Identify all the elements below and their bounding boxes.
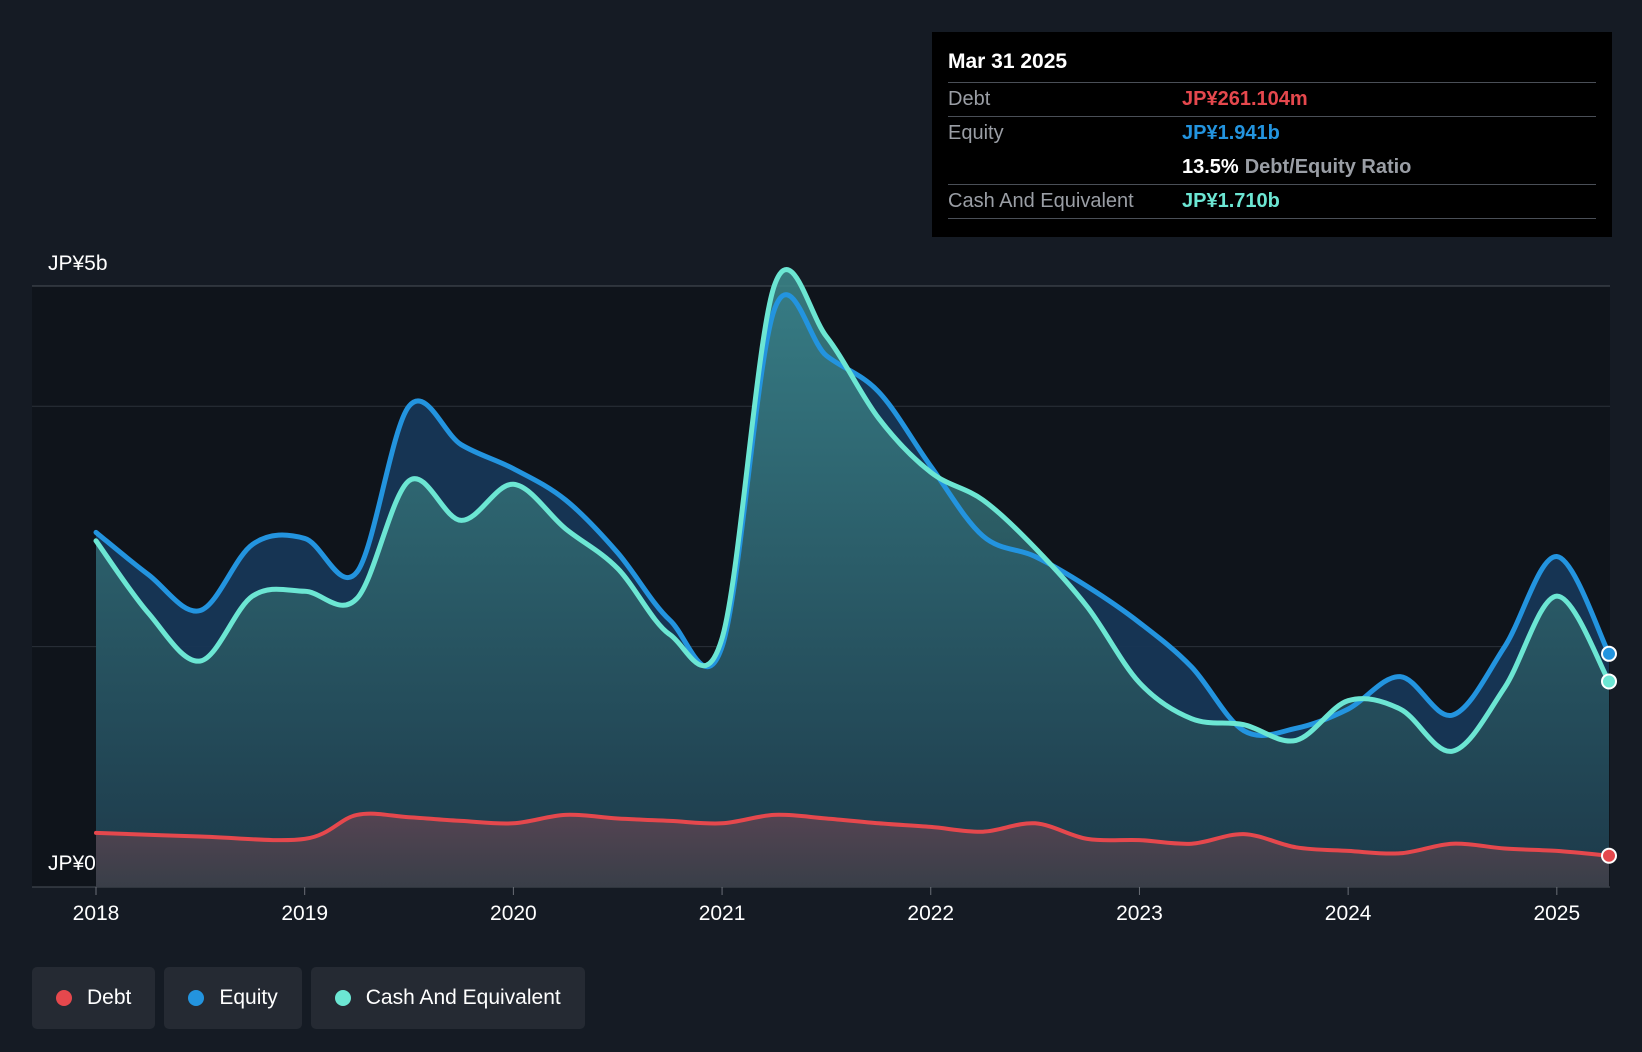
y-axis-labels: JP¥5b JP¥0 — [48, 252, 108, 875]
area-debt — [96, 813, 1609, 887]
x-tick-label: 2021 — [699, 902, 746, 925]
endpoint-debt — [1601, 847, 1617, 864]
x-tick-label: 2025 — [1533, 902, 1580, 925]
tooltip-ratio-label: Debt/Equity Ratio — [1244, 156, 1412, 178]
legend-dot-equity-icon — [188, 990, 205, 1006]
tooltip-date: Mar 31 2025 — [948, 50, 1068, 73]
y-label-top: JP¥5b — [48, 252, 108, 275]
x-tick-label: 2023 — [1116, 902, 1163, 925]
legend-item-debt[interactable]: Debt — [32, 967, 156, 1029]
tooltip-row-cash: Cash And Equivalent JP¥1.710b — [948, 184, 1596, 219]
tooltip-equity-value: JP¥1.941b — [1182, 122, 1280, 144]
series-areas — [96, 269, 1609, 888]
endpoint-equity — [1601, 645, 1617, 662]
x-tick-label: 2024 — [1325, 902, 1372, 925]
tooltip-row-ratio: 13.5% Debt/Equity Ratio — [948, 150, 1596, 184]
tooltip-cash-value: JP¥1.710b — [1182, 190, 1280, 212]
tooltip-ratio-value: 13.5% — [1182, 156, 1239, 178]
x-tick-label: 2022 — [907, 902, 954, 925]
x-tick-label: 2019 — [281, 902, 328, 925]
line-debt — [94, 811, 1611, 858]
x-tick-label: 2018 — [73, 902, 120, 925]
y-label-zero: JP¥0 — [48, 852, 96, 875]
legend-item-cash[interactable]: Cash And Equivalent — [310, 967, 585, 1029]
legend-dot-cash-icon — [334, 990, 351, 1006]
legend-label-equity: Equity — [219, 986, 278, 1009]
tooltip-debt-label: Debt — [948, 88, 991, 110]
line-cash-and-equivalent — [93, 267, 1612, 754]
tooltip-panel: Mar 31 2025 Debt JP¥261.104m Equity JP¥1… — [932, 32, 1612, 237]
tooltip-debt-value: JP¥261.104m — [1182, 88, 1308, 110]
series-endpoints — [1601, 645, 1617, 864]
legend-dot-debt-icon — [56, 990, 72, 1006]
area-cash-and-equivalent — [96, 269, 1609, 887]
tooltip-row-equity: Equity JP¥1.941b — [948, 116, 1596, 150]
legend: Debt Equity Cash And Equivalent — [32, 967, 585, 1029]
tooltip-row-debt: Debt JP¥261.104m — [948, 82, 1596, 116]
endpoint-cash-and-equivalent — [1601, 673, 1617, 690]
legend-item-equity[interactable]: Equity — [164, 967, 302, 1029]
x-tick-label: 2020 — [490, 902, 537, 925]
series-lines — [93, 267, 1612, 858]
tooltip-equity-label: Equity — [948, 122, 1004, 144]
tooltip-cash-label: Cash And Equivalent — [948, 190, 1134, 212]
legend-label-cash: Cash And Equivalent — [365, 986, 561, 1009]
legend-label-debt: Debt — [87, 986, 132, 1009]
x-axis-ticks: 2018 2019 2020 2021 2022 2023 2024 2025 — [73, 887, 1580, 925]
